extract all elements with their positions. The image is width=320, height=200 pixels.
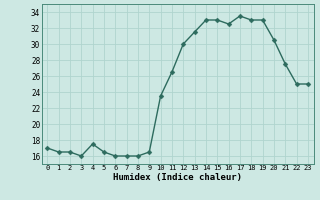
X-axis label: Humidex (Indice chaleur): Humidex (Indice chaleur) bbox=[113, 173, 242, 182]
